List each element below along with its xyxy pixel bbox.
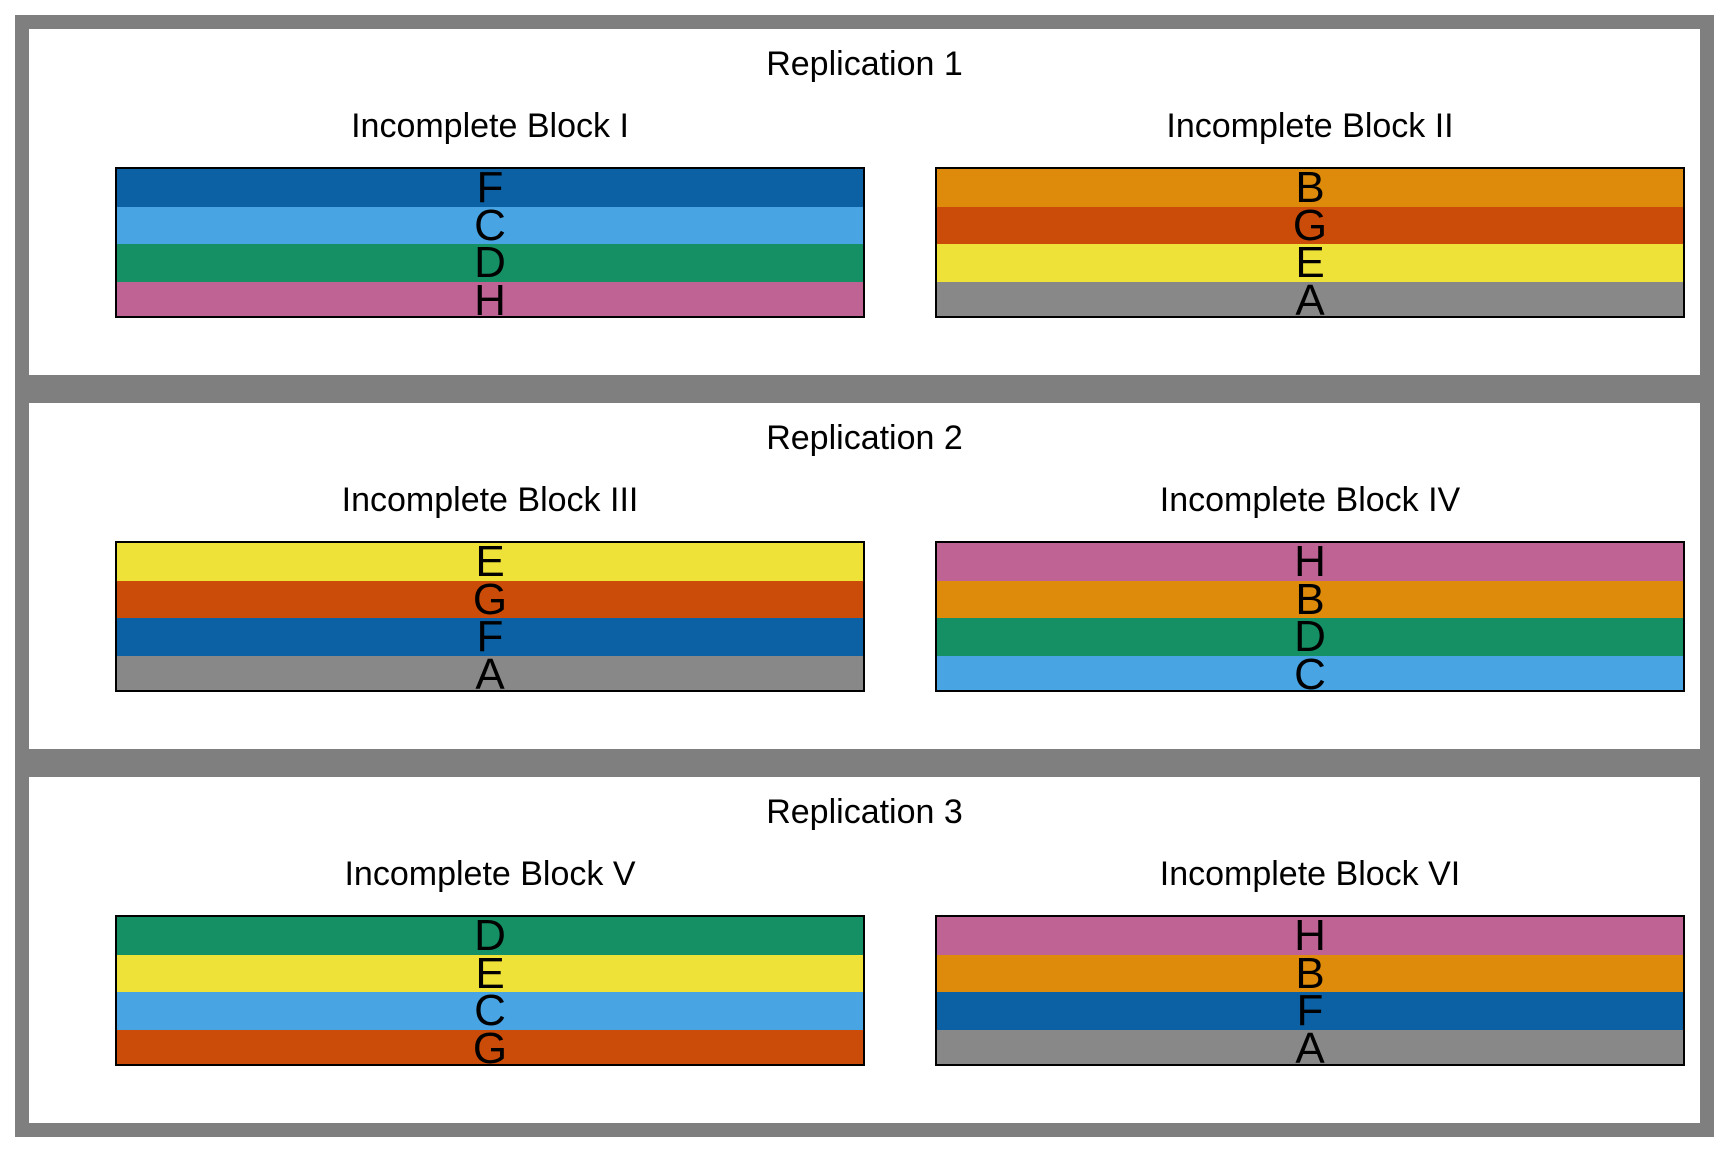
treatment-label: B — [1295, 948, 1325, 998]
replication-panel: Replication 3 Incomplete Block V D E C G Incom… — [15, 763, 1714, 1137]
plot-strip: A — [937, 1023, 1683, 1066]
replication-title: Replication 1 — [766, 45, 963, 83]
incomplete-block-title: Incomplete Block I — [351, 107, 629, 145]
plot-strip: G — [117, 574, 863, 624]
plot-strip: C — [117, 986, 863, 1035]
plot-strip: C — [117, 200, 863, 250]
plot-strip: H — [117, 275, 863, 318]
treatment-label: G — [1292, 200, 1328, 250]
treatment-label: D — [474, 915, 506, 960]
plot-strip: F — [937, 986, 1683, 1035]
plot-strip: G — [937, 200, 1683, 250]
incomplete-block-title: Incomplete Block III — [341, 481, 639, 519]
incomplete-block-title: Incomplete Block V — [344, 855, 636, 893]
plot-strip: H — [937, 541, 1683, 586]
plot-strip: H — [937, 915, 1683, 960]
treatment-label: C — [1294, 649, 1326, 692]
replication-title: Replication 3 — [766, 793, 963, 831]
treatment-label: F — [476, 612, 504, 661]
treatment-label: B — [1295, 574, 1325, 624]
replication-title: Replication 2 — [766, 419, 963, 457]
plot-strip: F — [117, 167, 863, 212]
plot-strip: E — [937, 238, 1683, 287]
plot-strip: B — [937, 574, 1683, 624]
plot-strip: D — [937, 612, 1683, 661]
treatment-label: F — [1296, 986, 1324, 1035]
treatment-label: G — [472, 574, 508, 624]
plot-strip: E — [117, 541, 863, 586]
treatment-label: C — [474, 986, 506, 1035]
treatment-label: G — [472, 1023, 508, 1066]
treatment-label: E — [1295, 238, 1325, 287]
plot-strip: C — [937, 649, 1683, 692]
incomplete-block-title: Incomplete Block IV — [1159, 481, 1461, 519]
replication-panel: Replication 2 Incomplete Block III E G F A Inc… — [15, 389, 1714, 763]
incomplete-block-title: Incomplete Block VI — [1159, 855, 1461, 893]
treatment-label: H — [1294, 915, 1326, 960]
treatment-label: A — [1295, 1023, 1325, 1066]
plot-strip: A — [937, 275, 1683, 318]
treatment-label: F — [476, 167, 504, 212]
plot-strip: B — [937, 167, 1683, 212]
treatment-label: E — [475, 948, 505, 998]
plot-strip: D — [117, 238, 863, 287]
treatment-label: H — [474, 275, 506, 318]
plot-strip: G — [117, 1023, 863, 1066]
plot-strip: E — [117, 948, 863, 998]
treatment-label: C — [474, 200, 506, 250]
plot-strip: B — [937, 948, 1683, 998]
treatment-label: E — [475, 541, 505, 586]
treatment-label: B — [1295, 167, 1325, 212]
treatment-label: A — [1295, 275, 1325, 318]
treatment-label: A — [475, 649, 505, 692]
replication-panel: Replication 1 Incomplete Block I F C D H Incom… — [15, 15, 1714, 389]
plot-strip: D — [117, 915, 863, 960]
plot-strip: F — [117, 612, 863, 661]
incomplete-block-title: Incomplete Block II — [1166, 107, 1454, 145]
treatment-label: D — [474, 238, 506, 287]
treatment-label: H — [1294, 541, 1326, 586]
treatment-label: D — [1294, 612, 1326, 661]
plot-strip: A — [117, 649, 863, 692]
